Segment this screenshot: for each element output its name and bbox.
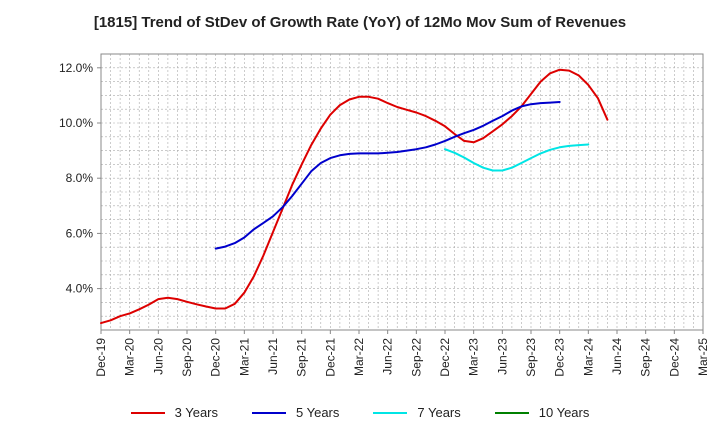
legend-swatch-7-years	[373, 411, 408, 414]
axes	[100, 53, 704, 331]
series-line-5-years	[214, 101, 561, 250]
legend-item-10-years[interactable]: 10 Years	[494, 405, 590, 420]
legend-swatch-10-years	[494, 411, 529, 414]
x-tick-label: Jun-24	[610, 338, 624, 375]
x-tick-label: Jun-23	[495, 338, 509, 375]
legend-label: 10 Years	[538, 405, 590, 420]
y-tick-label: 10.0%	[59, 116, 93, 130]
grid	[100, 53, 704, 331]
x-tick-label: Mar-25	[696, 338, 710, 376]
y-axis-ticks: 4.0% 6.0% 8.0% 10.0% 12.0%	[59, 61, 101, 296]
y-tick-label: 4.0%	[66, 282, 94, 296]
legend-label: 7 Years	[417, 405, 461, 420]
x-tick-label: Sep-20	[180, 338, 194, 377]
x-tick-label: Sep-24	[639, 338, 653, 377]
x-tick-label: Mar-21	[237, 338, 251, 376]
x-tick-label: Jun-22	[381, 338, 395, 375]
chart-title: [1815] Trend of StDev of Growth Rate (Yo…	[93, 14, 627, 31]
x-tick-label: Mar-22	[352, 338, 366, 376]
legend-item-5-years[interactable]: 5 Years	[252, 405, 339, 420]
legend-swatch-5-years	[252, 411, 286, 414]
x-tick-label: Dec-20	[209, 338, 223, 377]
x-tick-label: Dec-19	[94, 338, 108, 377]
line-chart: 4.0% 6.0% 8.0% 10.0% 12.0% Dec-19 Mar-20 Jun-2…	[59, 53, 710, 377]
y-tick-label: 6.0%	[66, 226, 94, 240]
x-tick-label: Mar-23	[467, 338, 481, 376]
legend-item-3-years[interactable]: 3 Years	[130, 405, 218, 420]
legend-swatch-3-years	[130, 411, 165, 414]
series-lines	[100, 68, 609, 325]
y-tick-label: 8.0%	[66, 171, 94, 185]
legend-item-7-years[interactable]: 7 Years	[373, 405, 461, 420]
x-tick-label: Dec-23	[553, 338, 567, 377]
x-tick-label: Jun-21	[266, 338, 280, 375]
x-tick-label: Dec-24	[667, 338, 681, 377]
x-tick-label: Mar-24	[581, 338, 595, 376]
series-line-3-years	[100, 68, 609, 325]
legend: 3 Years 5 Years 7 Years 10 Years	[0, 405, 720, 420]
x-tick-label: Sep-21	[295, 338, 309, 377]
plot-frame	[100, 53, 704, 331]
y-tick-label: 12.0%	[59, 61, 93, 75]
x-tick-label: Dec-22	[438, 338, 452, 377]
x-tick-label: Sep-22	[409, 338, 423, 377]
legend-label: 3 Years	[174, 405, 218, 420]
x-tick-label: Jun-20	[151, 338, 165, 375]
x-tick-label: Mar-20	[123, 338, 137, 376]
series-line-7-years	[444, 143, 590, 172]
legend-label: 5 Years	[296, 405, 340, 420]
x-tick-label: Sep-23	[524, 338, 538, 377]
x-tick-label: Dec-21	[323, 338, 337, 377]
x-axis-ticks: Dec-19 Mar-20 Jun-20 Sep-20 Dec-20 Mar-21 Jun-…	[94, 330, 710, 377]
